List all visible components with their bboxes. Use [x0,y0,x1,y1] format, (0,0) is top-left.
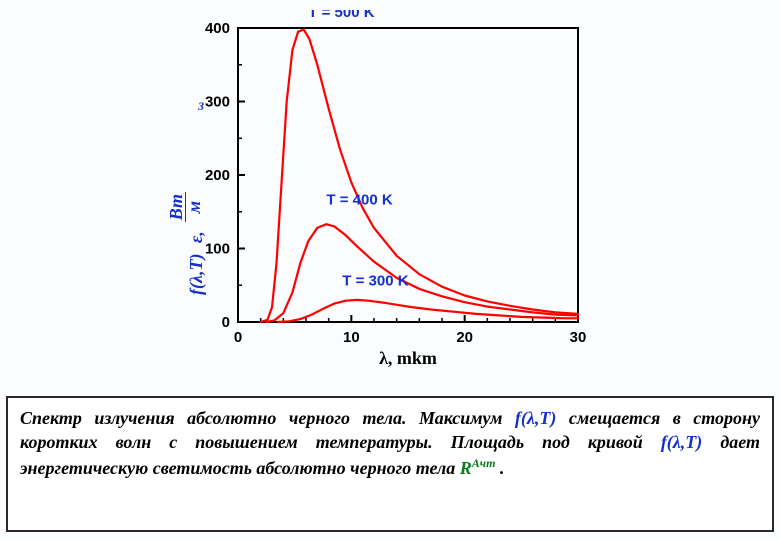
x-axis-label: λ, mkm [379,348,437,368]
blackbody-chart: 01020300100200300400λ, mkmT = 500 KT = 4… [190,10,590,370]
y-axis-exponent: 3 [198,99,204,114]
x-tick-label: 10 [343,329,360,346]
series-label-T500: T = 500 K [308,10,374,21]
curve-T500 [261,30,578,323]
y-tick-label: 0 [222,314,230,331]
y-tick-label: 400 [205,20,230,37]
caption-box: Спектр излучения абсолютно черного тела.… [6,396,774,532]
series-label-T400: T = 400 K [326,191,392,208]
x-tick-label: 30 [570,329,587,346]
caption-text: Спектр излучения абсолютно черного тела.… [8,398,772,486]
y-axis-label: f(λ,T) ε, Вт м 3 [170,55,190,295]
y-tick-label: 100 [205,241,230,258]
y-tick-label: 200 [205,167,230,184]
series-label-T300: T = 300 K [342,272,408,289]
x-tick-label: 20 [456,329,473,346]
y-tick-label: 300 [205,94,230,111]
x-tick-label: 0 [234,329,242,346]
